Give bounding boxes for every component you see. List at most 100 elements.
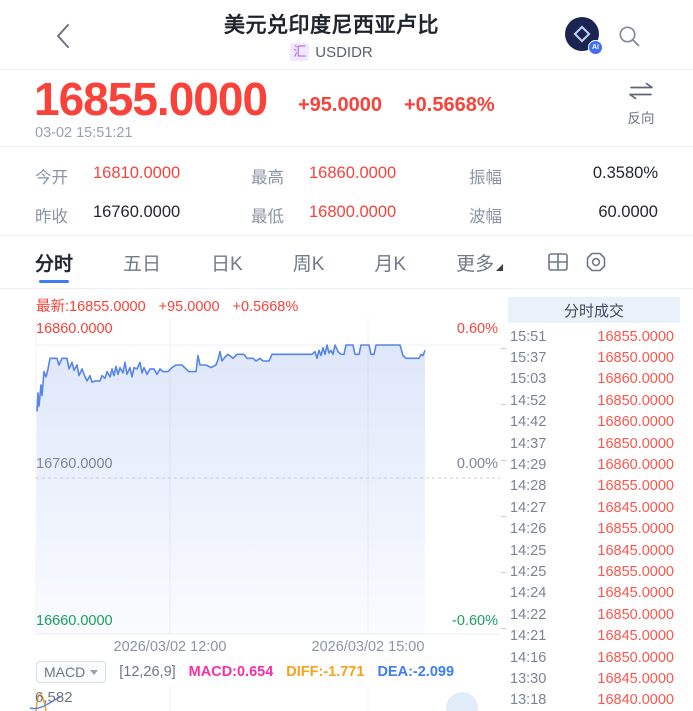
trade-price: 16850.0000 bbox=[597, 350, 674, 367]
price-change-pct: +0.5668% bbox=[403, 94, 495, 116]
trade-row: 15:03 16860.0000 bbox=[508, 369, 680, 390]
reverse-label: 反向 bbox=[627, 111, 655, 126]
tab-monthly-k[interactable]: 月K bbox=[374, 253, 407, 275]
ai-assistant-button[interactable]: AI bbox=[565, 17, 603, 55]
price-change-row: +95.0000 +0.5668% bbox=[298, 94, 517, 117]
trade-time: 14:21 bbox=[510, 628, 547, 645]
trade-time: 15:03 bbox=[510, 371, 547, 388]
trade-row: 13:30 16845.0000 bbox=[508, 668, 680, 689]
macd-value: MACD:0.654 bbox=[188, 664, 274, 680]
trade-row: 14:28 16855.0000 bbox=[508, 476, 680, 497]
tab-five-day[interactable]: 五日 bbox=[123, 253, 162, 275]
trade-time: 14:16 bbox=[510, 649, 547, 666]
stat-label-open: 今开 bbox=[35, 169, 68, 187]
stat-label-high: 最高 bbox=[251, 169, 284, 187]
trade-time: 13:18 bbox=[510, 692, 547, 709]
stat-value-prev-close: 16760.0000 bbox=[93, 203, 181, 221]
trade-price: 16845.0000 bbox=[597, 585, 674, 602]
trade-price: 16850.0000 bbox=[597, 606, 674, 623]
trade-row: 15:37 16850.0000 bbox=[508, 347, 680, 368]
ai-badge: AI bbox=[588, 40, 603, 55]
trade-time: 14:37 bbox=[510, 435, 547, 452]
title-block: 美元兑印度尼西亚卢比 汇 USDIDR bbox=[120, 9, 543, 61]
grid-layout-button[interactable] bbox=[547, 236, 569, 288]
trade-price: 16860.0000 bbox=[597, 457, 674, 474]
macd-scale-value: 6,582 bbox=[35, 689, 73, 706]
trade-time: 14:42 bbox=[510, 414, 547, 431]
trade-time: 14:22 bbox=[510, 606, 547, 623]
x-label-noon: 2026/03/02 12:00 bbox=[113, 639, 227, 655]
trade-time: 14:26 bbox=[510, 521, 547, 538]
stat-value-amplitude: 0.3580% bbox=[592, 164, 658, 182]
y-label-high: 16860.0000 bbox=[36, 321, 113, 337]
trade-row: 14:27 16845.0000 bbox=[508, 497, 680, 518]
trade-time: 14:52 bbox=[510, 392, 547, 409]
trade-price: 16845.0000 bbox=[597, 670, 674, 687]
tab-daily-k[interactable]: 日K bbox=[211, 253, 243, 275]
dea-curve bbox=[29, 695, 63, 710]
trade-price: 16845.0000 bbox=[597, 542, 674, 559]
trade-row: 14:26 16855.0000 bbox=[508, 519, 680, 540]
intraday-chart[interactable] bbox=[0, 318, 505, 635]
price-chart-svg bbox=[35, 318, 500, 635]
diamond-icon bbox=[573, 25, 591, 43]
trade-price: 16860.0000 bbox=[597, 414, 674, 431]
symbol-row: 汇 USDIDR bbox=[120, 43, 543, 61]
trade-price: 16850.0000 bbox=[597, 435, 674, 452]
trade-row: 14:22 16850.0000 bbox=[508, 604, 680, 625]
y-label-low-pct: -0.60% bbox=[452, 613, 498, 629]
caret-down-icon bbox=[496, 263, 504, 271]
trade-list-title: 分时成交 bbox=[508, 297, 680, 323]
trade-time: 14:25 bbox=[510, 542, 547, 559]
price-line bbox=[36, 344, 426, 412]
chart-settings-button[interactable] bbox=[585, 236, 607, 288]
quote-timestamp: 03-02 15:51:21 bbox=[35, 125, 133, 141]
trade-row: 15:51 16855.0000 bbox=[508, 326, 680, 347]
trade-price: 16855.0000 bbox=[597, 521, 674, 538]
trade-price: 16840.0000 bbox=[597, 692, 674, 709]
price-change: +95.0000 bbox=[298, 94, 382, 116]
back-button[interactable] bbox=[55, 23, 71, 49]
trade-row: 14:21 16845.0000 bbox=[508, 625, 680, 646]
chevron-left-icon bbox=[57, 24, 69, 48]
floating-button-partial[interactable] bbox=[446, 692, 478, 711]
trade-time: 14:24 bbox=[510, 585, 547, 602]
y-label-high-pct: 0.60% bbox=[456, 321, 498, 337]
header: 美元兑印度尼西亚卢比 汇 USDIDR AI bbox=[0, 0, 693, 70]
latest-change-pct: +0.5668% bbox=[232, 299, 299, 315]
trade-rows: 15:51 16855.0000 15:37 16850.0000 15:03 16860… bbox=[508, 326, 680, 711]
trade-time: 15:51 bbox=[510, 328, 547, 345]
search-button[interactable] bbox=[618, 25, 640, 47]
search-icon bbox=[619, 26, 640, 47]
gear-icon bbox=[586, 252, 606, 272]
swap-arrows-icon bbox=[629, 82, 653, 100]
trade-time: 15:37 bbox=[510, 350, 547, 367]
quote-section: 16855.0000 +95.0000 +0.5668% 03-02 15:51:… bbox=[0, 70, 693, 147]
indicator-selector[interactable]: MACD bbox=[36, 661, 107, 683]
tab-minute[interactable]: 分时 bbox=[35, 236, 73, 288]
trade-price: 16845.0000 bbox=[597, 499, 674, 516]
stats-grid: 今开 16810.0000 最高 16860.0000 振幅 0.3580% 昨… bbox=[0, 147, 693, 236]
trade-time: 14:27 bbox=[510, 499, 547, 516]
latest-price-label: 最新:16855.0000 bbox=[36, 299, 146, 315]
trade-row: 14:42 16860.0000 bbox=[508, 412, 680, 433]
dea-value: DEA:-2.099 bbox=[377, 664, 455, 680]
page-title: 美元兑印度尼西亚卢比 bbox=[224, 14, 439, 37]
tab-more[interactable]: 更多 bbox=[456, 236, 504, 288]
trade-list-panel[interactable]: 分时成交 15:51 16855.0000 15:37 16850.0000 15:03… bbox=[508, 297, 680, 711]
trade-row: 14:25 16855.0000 bbox=[508, 561, 680, 582]
reverse-pair-button[interactable]: 反向 bbox=[619, 82, 663, 127]
price-area-fill bbox=[37, 345, 425, 634]
trade-row: 14:37 16850.0000 bbox=[508, 433, 680, 454]
stat-label-range: 波幅 bbox=[469, 208, 502, 226]
symbol-code: USDIDR bbox=[315, 43, 373, 61]
stat-value-high: 16860.0000 bbox=[309, 164, 397, 182]
tab-weekly-k[interactable]: 周K bbox=[292, 253, 325, 275]
grid-icon bbox=[548, 253, 568, 271]
stat-value-open: 16810.0000 bbox=[93, 164, 181, 182]
trade-row: 13:18 16840.0000 bbox=[508, 690, 680, 711]
stat-label-amplitude: 振幅 bbox=[469, 169, 502, 187]
stat-label-prev-close: 昨收 bbox=[35, 208, 68, 226]
y-label-mid: 16760.0000 bbox=[36, 456, 113, 472]
